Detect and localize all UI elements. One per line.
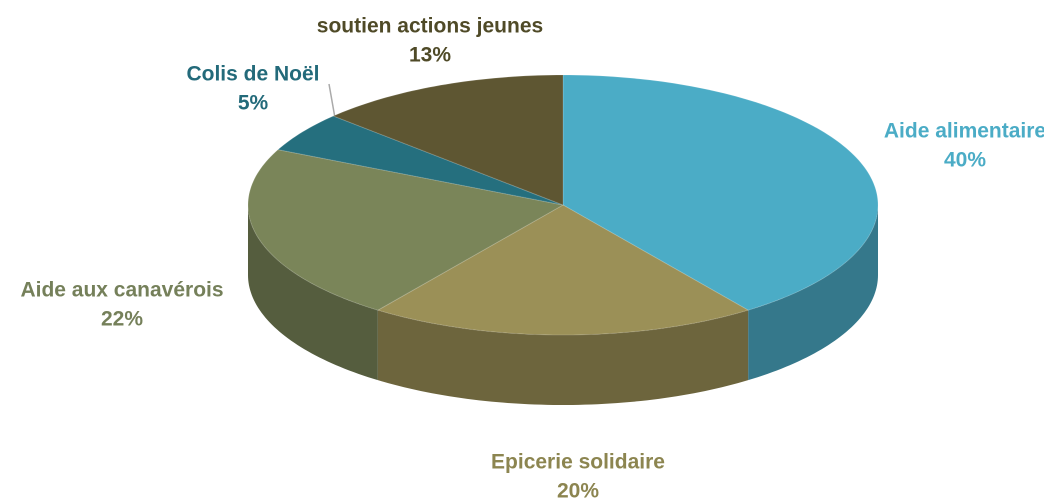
leader-line [328,83,336,119]
data-label-value: 20% [557,480,599,499]
data-label-name: Aide aux canavérois [20,279,223,302]
slice [562,74,879,311]
slice-side [377,310,749,405]
slice [332,74,564,206]
data-label-name: Epicerie solidaire [491,451,665,474]
data-label-value: 13% [409,44,451,67]
data-label-value: 5% [238,92,269,115]
slice [376,204,750,336]
slice [247,149,565,311]
slice [276,115,564,206]
slice-side [248,205,378,381]
data-label-value: 22% [101,308,143,331]
data-label-name: Colis de Noël [186,63,319,86]
data-label-name: soutien actions jeunes [317,15,543,38]
slice-side [748,205,878,381]
data-label-value: 40% [944,149,986,172]
data-label-name: Aide alimentaire [884,120,1044,143]
